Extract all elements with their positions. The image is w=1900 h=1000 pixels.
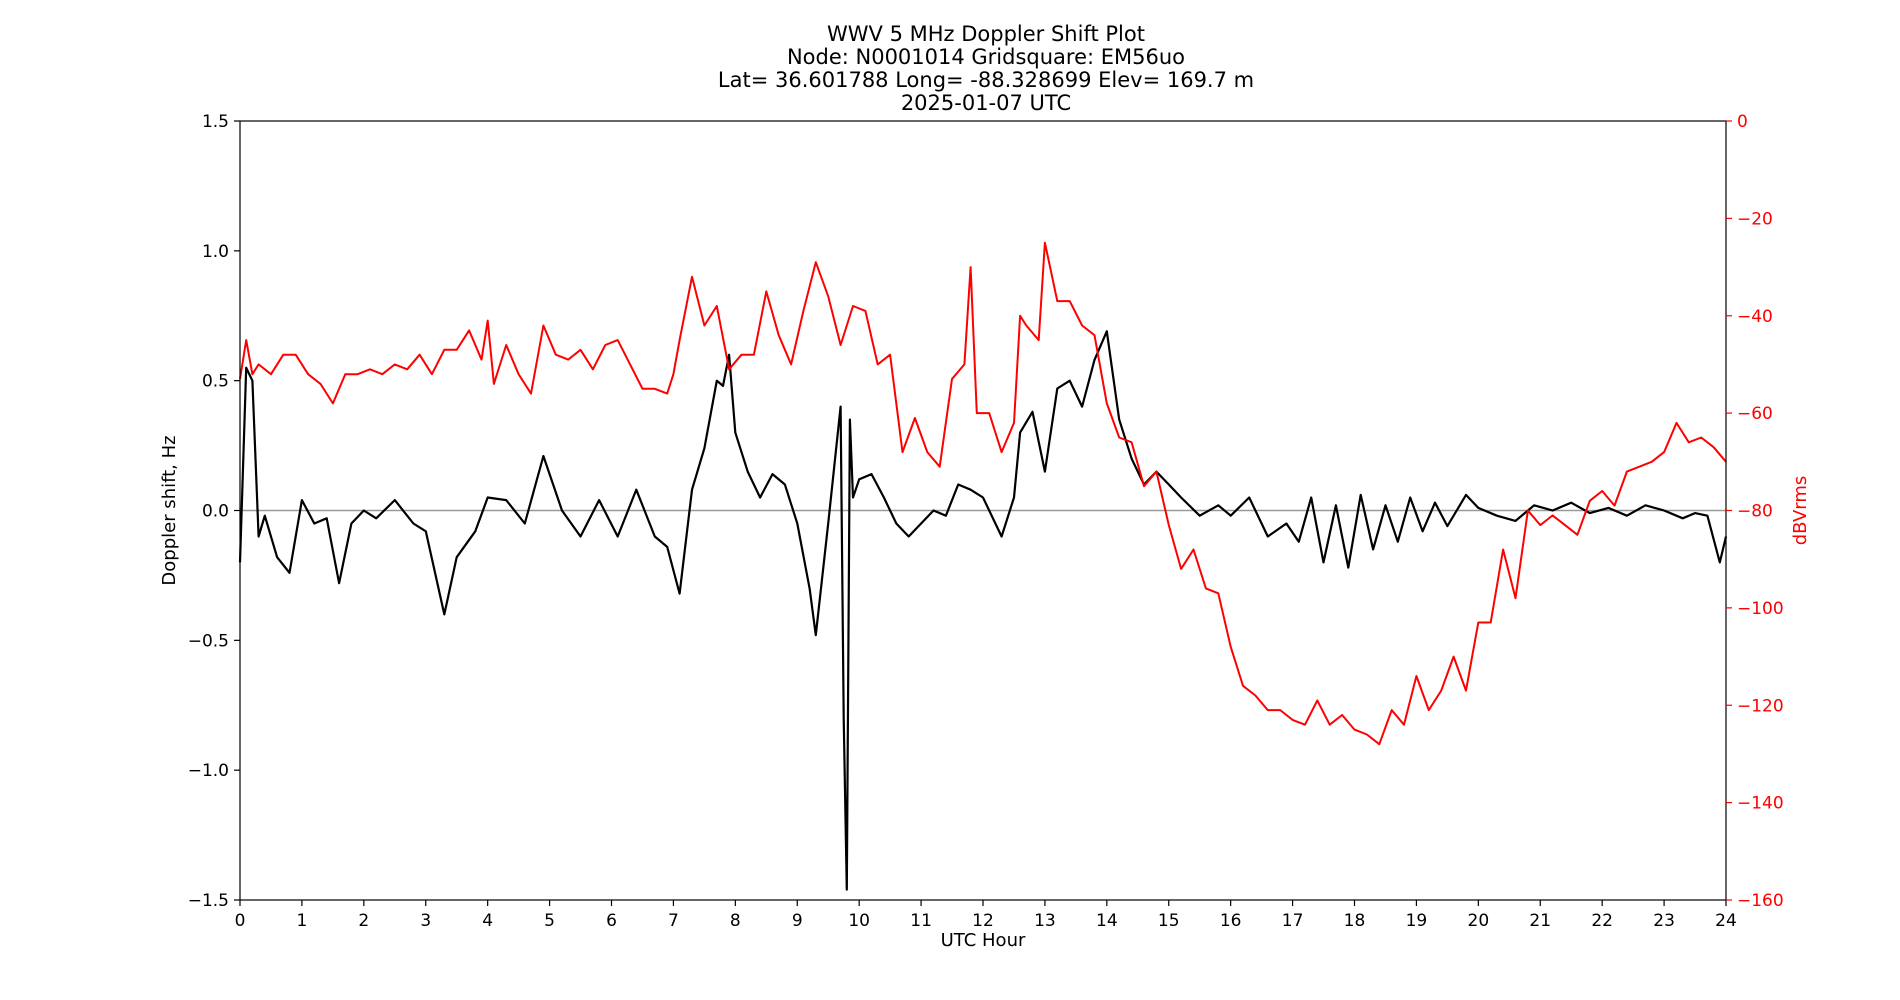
x-tick-label: 2: [358, 911, 369, 931]
right-y-tick-label: −20: [1737, 209, 1773, 229]
right-y-axis: 0 −20 −40 −60 −80 −100 −120 −140 −160: [1726, 112, 1784, 911]
left-y-tick-label: 0.5: [202, 372, 229, 392]
x-tick-label: 22: [1591, 911, 1613, 931]
left-y-tick-label: −1.5: [188, 891, 229, 911]
right-y-tick-label: 0: [1737, 112, 1748, 132]
x-axis: 0 1 2 3 4 5 6 7 8 9 10 11 12 13 14 15 16 17 18 19 20 21 22 23 24: [235, 900, 1737, 931]
x-tick-label: 1: [297, 911, 308, 931]
x-tick-label: 12: [972, 911, 994, 931]
left-y-tick-label: 0.0: [202, 502, 229, 522]
title-line-1: WWV 5 MHz Doppler Shift Plot: [827, 22, 1145, 46]
x-tick-label: 21: [1529, 911, 1551, 931]
x-tick-label: 19: [1406, 911, 1428, 931]
x-tick-label: 11: [910, 911, 932, 931]
x-tick-label: 24: [1715, 911, 1737, 931]
x-tick-label: 8: [730, 911, 741, 931]
right-y-tick-label: −60: [1737, 404, 1773, 424]
left-y-tick-label: −1.0: [188, 761, 229, 781]
x-tick-label: 6: [606, 911, 617, 931]
right-y-tick-label: −40: [1737, 307, 1773, 327]
x-tick-label: 0: [235, 911, 246, 931]
right-y-tick-label: −80: [1737, 502, 1773, 522]
chart-title: WWV 5 MHz Doppler Shift Plot Node: N0001…: [718, 22, 1254, 115]
doppler-shift-series: [238, 330, 1728, 891]
right-y-tick-label: −140: [1737, 794, 1784, 814]
left-y-tick-label: −0.5: [188, 631, 229, 651]
x-tick-label: 15: [1158, 911, 1180, 931]
left-y-tick-label: 1.0: [202, 242, 229, 262]
right-y-tick-label: −100: [1737, 599, 1784, 619]
left-y-axis-label: Doppler shift, Hz: [159, 435, 180, 585]
x-tick-label: 16: [1220, 911, 1242, 931]
x-tick-label: 5: [544, 911, 555, 931]
x-tick-label: 13: [1034, 911, 1056, 931]
x-tick-label: 20: [1468, 911, 1490, 931]
title-line-3: Lat= 36.601788 Long= -88.328699 Elev= 16…: [718, 68, 1254, 92]
right-y-tick-label: −160: [1737, 891, 1784, 911]
x-axis-label: UTC Hour: [941, 930, 1026, 951]
x-tick-label: 9: [792, 911, 803, 931]
x-tick-label: 14: [1096, 911, 1118, 931]
x-tick-label: 7: [668, 911, 679, 931]
left-y-axis: 1.5 1.0 0.5 0.0 −0.5 −1.0 −1.5: [188, 112, 240, 911]
x-tick-label: 10: [848, 911, 870, 931]
right-y-axis-label: dBVrms: [1790, 476, 1811, 546]
x-tick-label: 23: [1653, 911, 1675, 931]
x-tick-label: 4: [482, 911, 493, 931]
plot-area: [238, 120, 1728, 901]
power-dbvrms-series: [239, 241, 1727, 746]
x-tick-label: 17: [1282, 911, 1304, 931]
x-tick-label: 3: [420, 911, 431, 931]
x-tick-label: 18: [1344, 911, 1366, 931]
right-y-tick-label: −120: [1737, 696, 1784, 716]
left-y-tick-label: 1.5: [202, 112, 229, 132]
title-line-4: 2025-01-07 UTC: [901, 91, 1071, 115]
title-line-2: Node: N0001014 Gridsquare: EM56uo: [787, 45, 1185, 69]
